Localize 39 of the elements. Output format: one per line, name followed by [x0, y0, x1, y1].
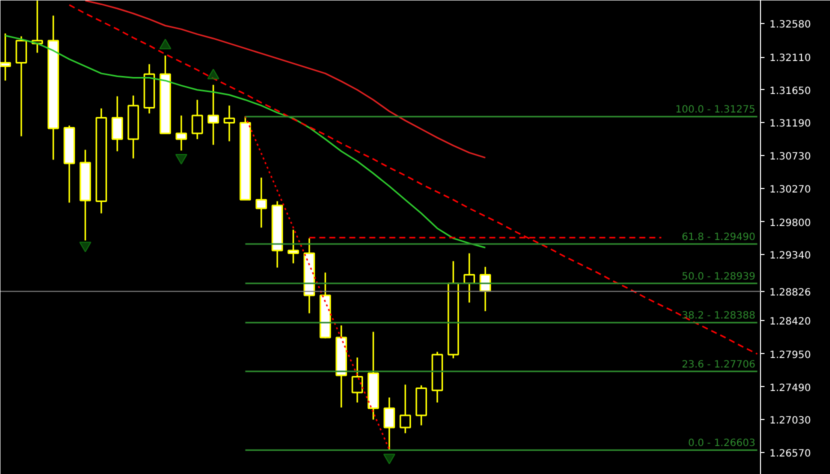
- candlestick: [192, 99, 204, 140]
- y-tick-label: 1.29340: [770, 250, 811, 262]
- y-tick-label: 1.31650: [770, 86, 811, 97]
- point: [159, 38, 172, 50]
- candlestick: [288, 229, 300, 264]
- y-tick-label: 1.31190: [770, 118, 811, 130]
- candlestick: [0, 32, 12, 82]
- y-tick-label: 1.26570: [770, 448, 811, 460]
- series-label: 61.8 - 1.29490: [682, 232, 756, 244]
- series-label: 38.2 - 1.28388: [682, 310, 756, 322]
- y-tick-label: 1.27950: [770, 350, 811, 361]
- series-label: 0.0 - 1.26603: [688, 438, 756, 450]
- candlestick: [112, 96, 124, 152]
- candlestick: [176, 114, 188, 152]
- point: [383, 454, 396, 464]
- y-tick-label: 1.32580: [770, 19, 811, 30]
- ref-line-label: 1.28826: [770, 287, 811, 298]
- candlestick: [16, 36, 28, 138]
- line-series: [244, 116, 390, 450]
- candlestick: [352, 356, 364, 404]
- candlestick: [400, 384, 412, 434]
- candlestick: [384, 396, 396, 450]
- candlestick: [224, 104, 236, 142]
- series-label: 23.6 - 1.27706: [682, 359, 756, 370]
- series-label: 100.0 - 1.31275: [675, 104, 756, 116]
- y-tick-label: 1.30270: [770, 184, 811, 196]
- line-series: [4, 34, 486, 248]
- y-tick-label: 1.27490: [770, 382, 811, 394]
- point: [207, 68, 220, 80]
- y-tick-label: 1.28420: [770, 316, 811, 328]
- y-tick-label: 1.29800: [770, 218, 811, 229]
- y-tick-label: 1.32110: [770, 53, 811, 64]
- candlestick: [256, 176, 268, 228]
- series-label: 50.0 - 1.28939: [682, 271, 756, 282]
- line-series: [84, 0, 486, 158]
- line-series: [68, 4, 758, 355]
- candlestick: [208, 84, 220, 146]
- y-tick-label: 1.27030: [770, 416, 811, 427]
- y-tick-label: 1.30730: [770, 152, 811, 163]
